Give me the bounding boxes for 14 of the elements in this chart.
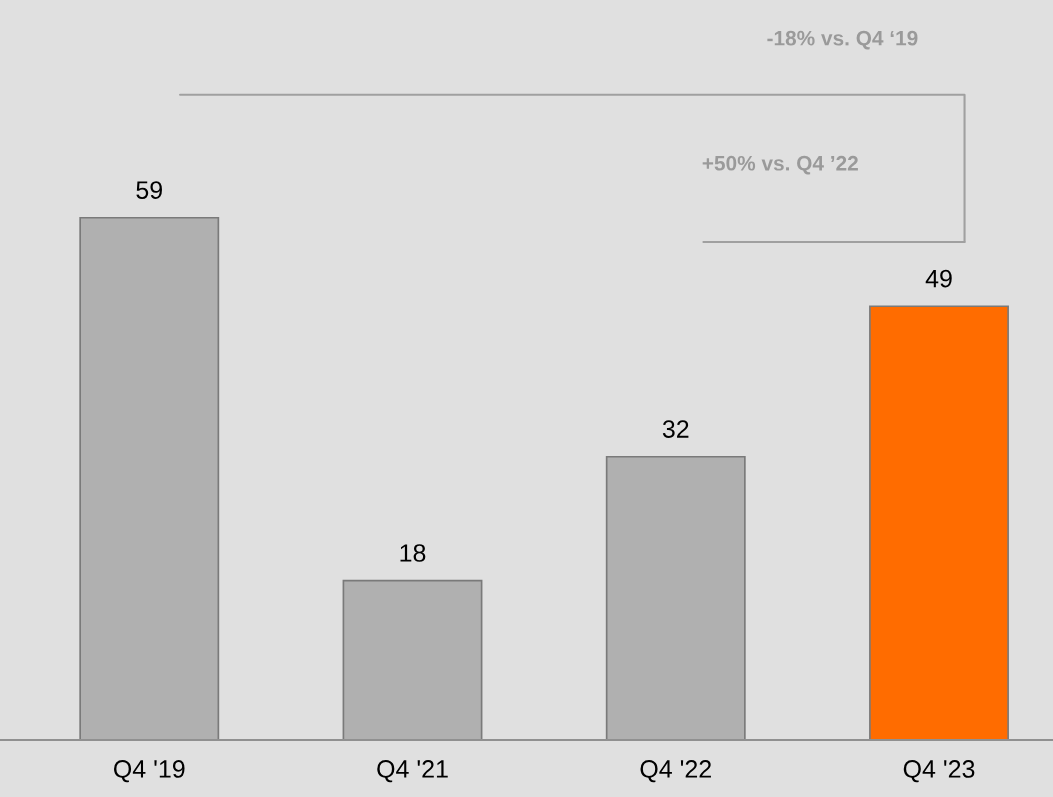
data-label: 49: [925, 269, 952, 288]
text: +50% vs. Q4 ’22: [702, 155, 858, 175]
data-label: 32: [662, 420, 689, 438]
x-tick-label: Q4 '23: [903, 760, 975, 783]
x-tick-label: Q4 '22: [640, 760, 711, 783]
bar: [79, 216, 220, 740]
data-label: 59: [136, 181, 162, 199]
x-tick-label: Q4 '19: [114, 760, 185, 783]
x-tick-label: Q4 '21: [377, 760, 448, 783]
text: -18% vs. Q4 ‘19: [767, 30, 918, 50]
bar: [605, 455, 746, 740]
bar: [342, 579, 483, 740]
data-label: 18: [400, 544, 426, 562]
bar: [869, 305, 1009, 740]
